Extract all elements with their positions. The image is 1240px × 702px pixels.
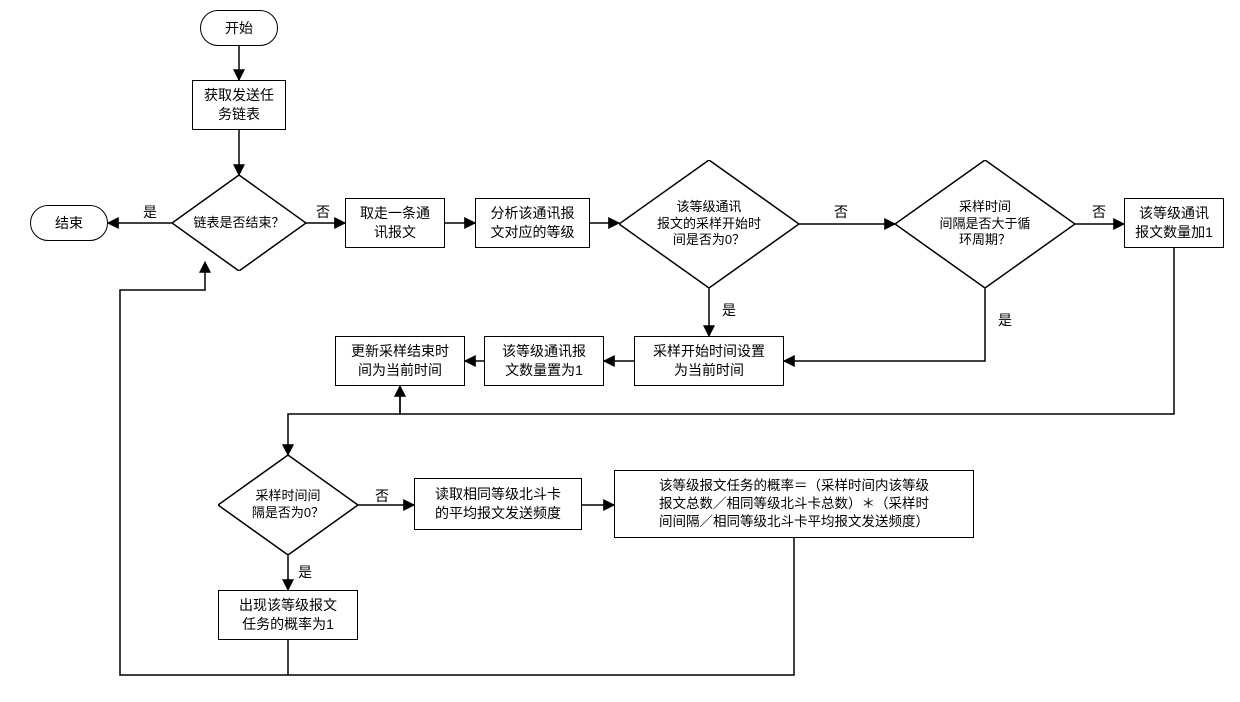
process-prob-formula: 该等级报文任务的概率＝（采样时间内该等级 报文总数／相同等级北斗卡总数）＊（采样… xyxy=(614,470,974,538)
decision-gap0: 采样时间间 隔是否为0？ xyxy=(218,455,358,555)
process-prob-1: 出现该等级报文 任务的概率为1 xyxy=(218,590,358,640)
process-read-freq: 读取相同等级北斗卡 的平均报文发送频度 xyxy=(414,478,582,530)
decision-list-end: 链表是否结束？ xyxy=(172,175,306,271)
decision-gt-cycle-label: 采样时间 间隔是否大于循 环周期？ xyxy=(939,199,1030,250)
decision-gap0-label: 采样时间间 隔是否为0？ xyxy=(252,488,324,522)
decision-start0: 该等级通讯 报文的采样开始时 间是否为0？ xyxy=(619,160,799,288)
edge-label-no1: 否 xyxy=(314,202,332,222)
edge-label-yes1: 是 xyxy=(141,202,159,222)
decision-gt-cycle: 采样时间 间隔是否大于循 环周期？ xyxy=(895,160,1075,288)
edge-label-no2: 否 xyxy=(832,202,850,222)
process-get-list: 获取发送任 务链表 xyxy=(192,80,286,130)
process-prob-1-label: 出现该等级报文 任务的概率为1 xyxy=(239,596,337,634)
process-update-end-label: 更新采样结束时 间为当前时间 xyxy=(351,342,449,380)
process-analyze: 分析该通讯报 文对应的等级 xyxy=(475,198,590,248)
process-prob-formula-label: 该等级报文任务的概率＝（采样时间内该等级 报文总数／相同等级北斗卡总数）＊（采样… xyxy=(659,477,929,532)
decision-list-end-label: 链表是否结束？ xyxy=(193,215,284,232)
edge-label-yes3: 是 xyxy=(996,310,1014,330)
process-count-plus-label: 该等级通讯 报文数量加1 xyxy=(1135,204,1213,242)
process-read-freq-label: 读取相同等级北斗卡 的平均报文发送频度 xyxy=(435,485,561,523)
decision-start0-label: 该等级通讯 报文的采样开始时 间是否为0？ xyxy=(657,199,761,250)
terminator-start: 开始 xyxy=(200,10,278,46)
process-count-set1: 该等级通讯报 文数量置为1 xyxy=(484,336,604,386)
edge-label-yes2: 是 xyxy=(720,300,738,320)
process-count-plus: 该等级通讯 报文数量加1 xyxy=(1124,198,1224,248)
terminator-start-label: 开始 xyxy=(225,19,253,38)
terminator-end-label: 结束 xyxy=(55,214,83,233)
process-update-end: 更新采样结束时 间为当前时间 xyxy=(335,336,465,386)
terminator-end: 结束 xyxy=(30,205,108,241)
process-set-start: 采样开始时间设置 为当前时间 xyxy=(634,336,784,386)
process-set-start-label: 采样开始时间设置 为当前时间 xyxy=(653,342,765,380)
edge-label-no4: 否 xyxy=(373,486,391,506)
process-count-set1-label: 该等级通讯报 文数量置为1 xyxy=(502,342,586,380)
flowchart-connectors xyxy=(0,0,1240,702)
process-take-msg: 取走一条通 讯报文 xyxy=(345,198,445,248)
edge-label-yes4: 是 xyxy=(296,562,314,582)
process-analyze-label: 分析该通讯报 文对应的等级 xyxy=(491,204,575,242)
process-get-list-label: 获取发送任 务链表 xyxy=(204,86,274,124)
edge-label-no3: 否 xyxy=(1090,202,1108,222)
process-take-msg-label: 取走一条通 讯报文 xyxy=(360,204,430,242)
